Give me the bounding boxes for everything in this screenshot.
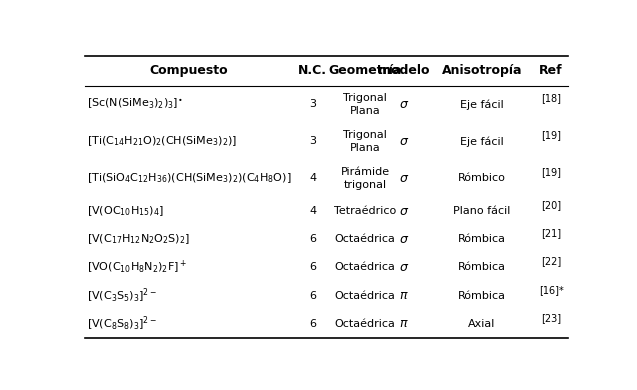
Text: 6: 6	[309, 319, 316, 329]
Text: Rómbica: Rómbica	[458, 234, 506, 244]
Text: 6: 6	[309, 262, 316, 273]
Text: modelo: modelo	[378, 64, 430, 77]
Text: 6: 6	[309, 291, 316, 301]
Text: [18]: [18]	[541, 93, 561, 103]
Text: Trigonal
Plana: Trigonal Plana	[343, 93, 387, 116]
Text: $\sigma$: $\sigma$	[399, 135, 409, 148]
Text: Tetraédrico: Tetraédrico	[334, 206, 396, 216]
Text: Plano fácil: Plano fácil	[454, 206, 511, 216]
Text: Pirámide
trigonal: Pirámide trigonal	[340, 167, 390, 190]
Text: 3: 3	[309, 136, 316, 146]
Text: [23]: [23]	[541, 313, 561, 323]
Text: [V(C$_{17}$H$_{12}$N$_2$O$_2$S)$_2$]: [V(C$_{17}$H$_{12}$N$_2$O$_2$S)$_2$]	[87, 232, 190, 246]
Text: Axial: Axial	[468, 319, 496, 329]
Text: Ref: Ref	[540, 64, 563, 77]
Text: Geometría: Geometría	[328, 64, 402, 77]
Text: Trigonal
Plana: Trigonal Plana	[343, 130, 387, 153]
Text: 6: 6	[309, 234, 316, 244]
Text: [Ti(C$_{14}$H$_{21}$O)$_2$(CH(SiMe$_3$)$_2$)]: [Ti(C$_{14}$H$_{21}$O)$_2$(CH(SiMe$_3$)$…	[87, 135, 237, 148]
Text: $\sigma$: $\sigma$	[399, 233, 409, 246]
Text: Octaédrica: Octaédrica	[334, 262, 396, 273]
Text: [V(OC$_{10}$H$_{15}$)$_4$]: [V(OC$_{10}$H$_{15}$)$_4$]	[87, 204, 164, 218]
Text: [16]*: [16]*	[539, 285, 564, 295]
Text: [21]: [21]	[541, 228, 561, 238]
Text: Rómbica: Rómbica	[458, 262, 506, 273]
Text: Octaédrica: Octaédrica	[334, 291, 396, 301]
Text: [20]: [20]	[541, 200, 561, 210]
Text: Rómbica: Rómbica	[458, 291, 506, 301]
Text: $\sigma$: $\sigma$	[399, 204, 409, 218]
Text: Eje fácil: Eje fácil	[460, 136, 504, 147]
Text: $\pi$: $\pi$	[399, 317, 409, 330]
Text: [V(C$_8$S$_8$)$_3$]$^{2-}$: [V(C$_8$S$_8$)$_3$]$^{2-}$	[87, 315, 157, 333]
Text: [19]: [19]	[541, 167, 561, 177]
Text: Anisotropía: Anisotropía	[441, 64, 522, 77]
Text: 4: 4	[309, 206, 316, 216]
Text: Compuesto: Compuesto	[149, 64, 227, 77]
Text: 3: 3	[309, 99, 316, 109]
Text: Eje fácil: Eje fácil	[460, 99, 504, 110]
Text: Octaédrica: Octaédrica	[334, 319, 396, 329]
Text: 4: 4	[309, 174, 316, 183]
Text: [19]: [19]	[541, 130, 561, 140]
Text: [V(C$_3$S$_5$)$_3$]$^{2-}$: [V(C$_3$S$_5$)$_3$]$^{2-}$	[87, 287, 157, 305]
Text: $\pi$: $\pi$	[399, 289, 409, 302]
Text: Rómbico: Rómbico	[458, 174, 506, 183]
Text: $\sigma$: $\sigma$	[399, 261, 409, 274]
Text: $\sigma$: $\sigma$	[399, 98, 409, 111]
Text: [22]: [22]	[541, 257, 561, 266]
Text: [Sc(N(SiMe$_3$)$_2$)$_3$]$^{\bullet}$: [Sc(N(SiMe$_3$)$_2$)$_3$]$^{\bullet}$	[87, 97, 183, 112]
Text: $\sigma$: $\sigma$	[399, 172, 409, 185]
Text: [Ti(SiO$_4$C$_{12}$H$_{36}$)(CH(SiMe$_3$)$_2$)(C$_4$H$_8$O)]: [Ti(SiO$_4$C$_{12}$H$_{36}$)(CH(SiMe$_3$…	[87, 172, 292, 185]
Text: Octaédrica: Octaédrica	[334, 234, 396, 244]
Text: [VO(C$_{10}$H$_8$N$_2$)$_2$F]$^+$: [VO(C$_{10}$H$_8$N$_2$)$_2$F]$^+$	[87, 259, 187, 276]
Text: N.C.: N.C.	[298, 64, 327, 77]
